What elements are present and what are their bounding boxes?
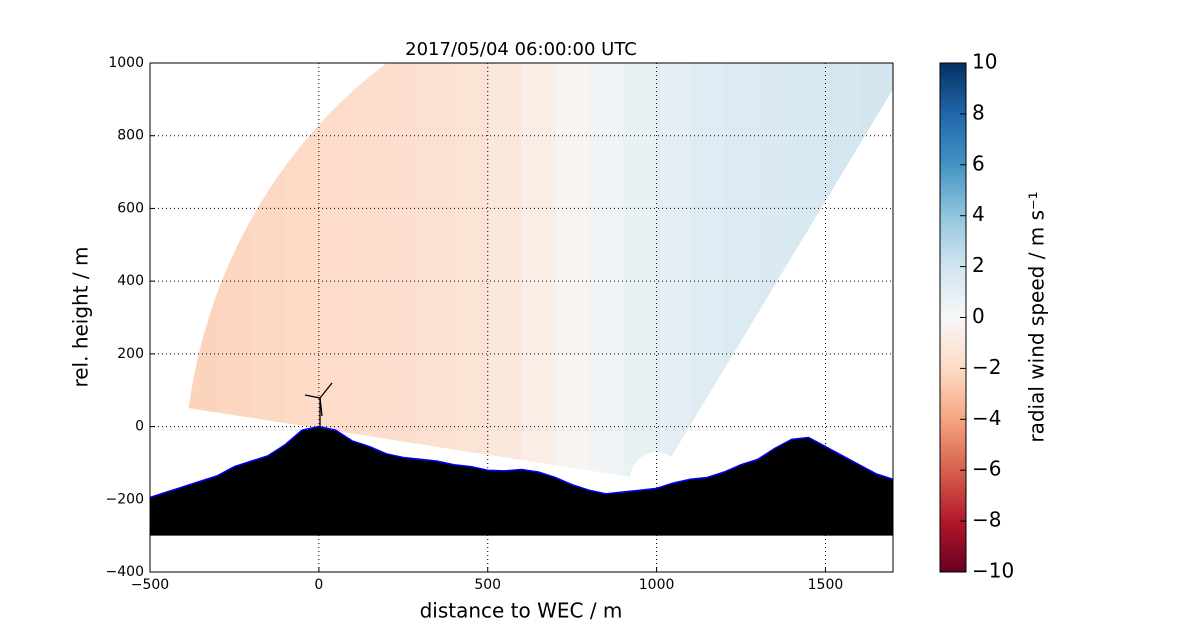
terrain-edge [150,425,893,499]
colorbar-tick-label: −10 [972,559,1014,583]
colorbar-tick-label: −4 [972,406,1001,430]
plot-frame [149,62,894,573]
colorbar-tick-label: 8 [972,100,985,124]
y-axis-label: rel. height / m [69,246,93,387]
x-tick-label: 1500 [808,577,844,593]
turbine [304,382,333,427]
colorbar-tick-label: −2 [972,355,1001,379]
colorbar-tick-label: 4 [972,202,985,226]
field-cell [589,63,624,477]
field-cell [521,63,556,477]
field-cell [420,63,455,477]
colorbar-tick-label: 10 [972,50,997,74]
chart-title: 2017/05/04 06:00:00 UTC [405,39,637,60]
field-cell [318,63,354,477]
colorbar-tick-label: −8 [972,508,1001,532]
field-cell [453,63,489,477]
field-cell [487,63,523,477]
y-tick-label: 1000 [108,55,144,71]
field-cell [386,63,421,477]
terrain [150,426,893,536]
x-tick-label: −500 [131,577,169,593]
colorbar-label: radial wind speed / m s⁻¹ [1025,191,1049,442]
x-tick-label: 500 [474,577,501,593]
x-tick-label: 1000 [639,577,675,593]
y-tick-label: 400 [117,273,144,289]
x-axis-label: distance to WEC / m [420,599,623,623]
y-tick-label: 200 [117,346,144,362]
field-cell [555,63,590,477]
field-cell [622,63,658,477]
y-tick-label: 800 [117,128,144,144]
field-cell [352,63,388,477]
colorbar-tick-label: 2 [972,253,985,277]
colorbar-tick-label: 6 [972,151,985,175]
y-tick-label: −400 [106,564,144,580]
y-tick-label: −200 [106,491,144,507]
y-tick-label: 600 [117,200,144,216]
field-cell [656,63,691,477]
colorbar-tick-label: −6 [972,457,1001,481]
x-tick-label: 0 [314,577,323,593]
colorbar-tick-label: 0 [972,304,985,328]
y-tick-label: 0 [135,419,144,435]
